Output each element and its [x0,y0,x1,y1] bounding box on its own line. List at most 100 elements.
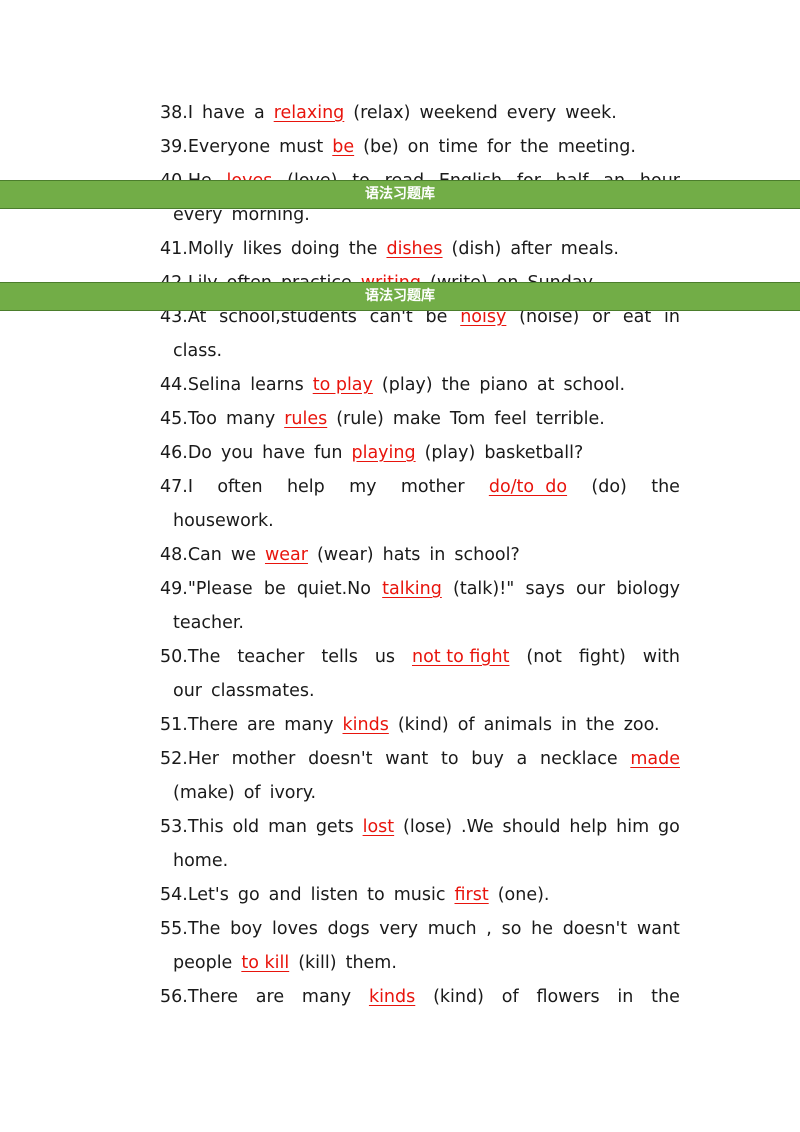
word: (lose) [403,817,453,837]
exercise-line: every morning. [0,198,800,232]
word: the [585,715,615,735]
word: week. [565,103,617,123]
answer-text: to kill [241,953,290,973]
word: , [486,919,492,939]
exercise-line: 50.The teacher tells us not to fight (not figh… [0,640,800,674]
exercise-line: 41.Molly likes doing the dishes (dish) after me… [0,232,800,266]
answer-text: noisy [460,307,507,327]
word: to [440,749,459,769]
word: help [286,477,325,497]
answer-text: kinds [368,987,416,1007]
word: go [237,885,260,905]
exercise-line: home. [0,844,800,878]
banner-label: 语法习题库 [365,186,435,202]
word: often [217,477,263,497]
word: many [225,409,276,429]
exercise-line: our classmates. [0,674,800,708]
word: be [425,307,448,327]
word: hats [382,545,421,565]
word: on [407,137,430,157]
word: our [576,579,606,599]
word: in [561,715,577,735]
word: .We [461,817,494,837]
exercise-line: 43.At school,students can't be noisy (noise) o… [0,300,800,334]
word: want [385,749,429,769]
word: must [279,137,324,157]
word: so [501,919,522,939]
word: tells [321,647,358,667]
word: (wear) [316,545,374,565]
exercise-line: 52.Her mother doesn't want to buy a necklace mad… [0,742,800,776]
word: 54.Let's [160,885,229,905]
word: my [349,477,377,497]
word: be [263,579,286,599]
word: doing [290,239,340,259]
word: many [301,987,352,1007]
exercise-line: 49."Please be quiet.No talking (talk)!" says o… [0,572,800,606]
answer-text: to play [312,375,373,395]
answer-text: talking [382,579,442,599]
exercise-line: 54.Let's go and listen to music first (one). [0,878,800,912]
word: man [268,817,307,837]
word: fight) [578,647,626,667]
word: basketball? [484,443,584,463]
word: housework. [173,511,274,531]
word: doesn't [562,919,628,939]
word: 43.At [160,307,207,327]
word: 48.Can [160,545,222,565]
word: animals [483,715,552,735]
answer-text: playing [351,443,416,463]
word: gets [315,817,354,837]
exercise-line: 51.There are many kinds (kind) of animals in the… [0,708,800,742]
word: biology [616,579,680,599]
word: feel [494,409,527,429]
answer-text: kinds [342,715,389,735]
watermark-banner-bottom: 语法习题库 [0,282,800,311]
word: go [658,817,680,837]
word: (make) [173,783,235,803]
word: teacher. [173,613,244,633]
word: 44.Selina [160,375,242,395]
word: of [243,783,261,803]
exercise-line: 47.I often help my mother do/to do (do) the [0,470,800,504]
word: weekend [419,103,498,123]
word: to [367,885,385,905]
word: in [429,545,446,565]
word: Tom [449,409,486,429]
word: meeting. [557,137,636,157]
word: 49."Please [160,579,253,599]
word: classmates. [211,681,315,701]
word: (kind) [433,987,484,1007]
exercise-line: 46.Do you have fun playing (play) basketball? [0,436,800,470]
answer-text: do/to do [488,477,568,497]
word: (be) [363,137,399,157]
word: learns [250,375,304,395]
word: dogs [327,919,370,939]
exercise-line: 45.Too many rules (rule) make Tom feel terrible… [0,402,800,436]
word: mother [400,477,465,497]
word: (play) [381,375,433,395]
answer-text: be [332,137,355,157]
word: with [642,647,680,667]
word: school? [454,545,520,565]
banner-label: 语法习题库 [365,288,435,304]
exercise-line: 48.Can we wear (wear) hats in school? [0,538,800,572]
word: have [262,443,306,463]
answer-text: not to fight [412,647,510,667]
word: (relax) [353,103,411,123]
word: we [230,545,256,565]
word: (not [526,647,562,667]
word: buy [471,749,504,769]
word: 47.I [160,477,193,497]
word: you [221,443,254,463]
word: 41.Molly [160,239,234,259]
word: morning. [231,205,310,225]
word: us [374,647,396,667]
word: are [255,987,285,1007]
word: the [520,137,549,157]
word: the [348,239,378,259]
word: of [457,715,475,735]
word: at [536,375,555,395]
word: music [393,885,446,905]
word: boy [230,919,263,939]
